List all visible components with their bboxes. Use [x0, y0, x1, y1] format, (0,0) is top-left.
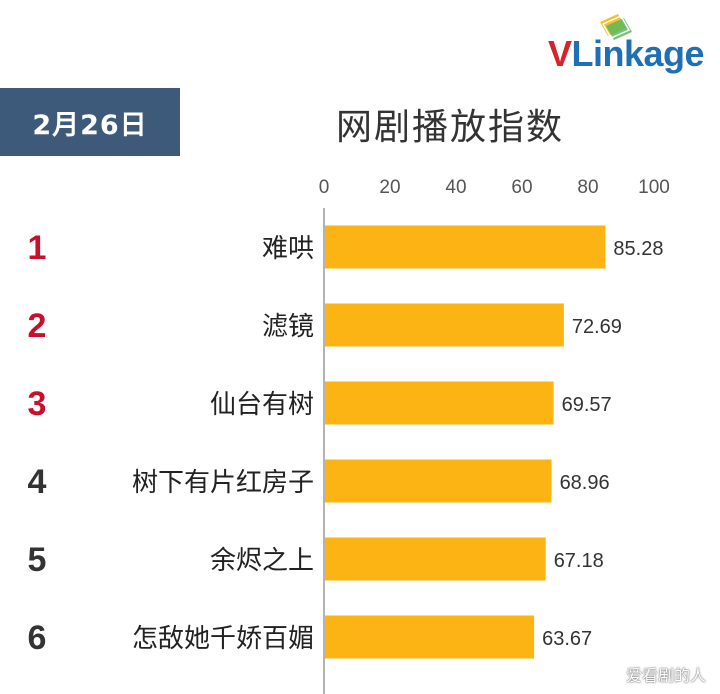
value-label: 69.57	[562, 394, 612, 416]
logo-mark-icon	[600, 14, 632, 40]
value-label: 67.18	[554, 550, 604, 572]
chart-title: 网剧播放指数	[335, 107, 564, 148]
category-label: 难哄	[262, 234, 314, 264]
x-tick-label: 0	[319, 177, 330, 198]
category-label: 仙台有树	[210, 390, 314, 420]
bar	[325, 615, 535, 659]
value-label: 85.28	[613, 238, 663, 260]
bar-chart: 0 20 40 60 80 100 1 难哄 85.28 2 滤镜 72.69 3 仙台有树 69.57 4 树…	[28, 177, 670, 694]
bar	[325, 225, 606, 269]
category-label: 树下有片红房子	[132, 468, 314, 498]
value-label: 68.96	[560, 472, 610, 494]
bar	[325, 537, 546, 581]
rank-number: 1	[28, 229, 47, 267]
x-tick-label: 60	[511, 177, 532, 198]
category-label: 怎敌她千娇百媚	[132, 624, 314, 654]
x-tick-label: 80	[577, 177, 598, 198]
x-tick-label: 40	[445, 177, 466, 198]
bar	[325, 459, 552, 503]
date-badge: 2月26日	[0, 88, 180, 156]
category-label: 滤镜	[262, 312, 314, 342]
watermark-text: 爱看剧的人	[625, 666, 706, 685]
rank-number: 3	[28, 385, 47, 423]
logo-wordmark: VLinkage	[548, 33, 705, 74]
category-label: 余烬之上	[210, 546, 314, 576]
value-label: 63.67	[542, 628, 592, 650]
rank-number: 4	[28, 463, 47, 501]
x-tick-label: 20	[379, 177, 400, 198]
rank-number: 5	[28, 541, 47, 579]
vlinkage-logo: VLinkage	[548, 10, 716, 74]
bar	[325, 303, 564, 347]
rank-number: 2	[28, 307, 47, 345]
rank-number: 6	[28, 619, 47, 657]
x-tick-label: 100	[638, 177, 670, 198]
bar	[325, 381, 554, 425]
value-label: 72.69	[572, 316, 622, 338]
